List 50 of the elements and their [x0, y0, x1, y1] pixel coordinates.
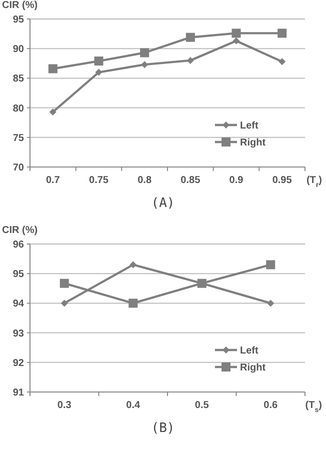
y-tick-label: 94: [12, 298, 24, 310]
point: [128, 298, 138, 308]
y-tick-label: 85: [12, 74, 24, 85]
y-tick-label: 90: [12, 44, 24, 56]
x-tick-label: 0.95: [272, 175, 292, 186]
point: [60, 278, 69, 288]
point: [267, 300, 274, 307]
x-tick-label: 0.75: [89, 175, 109, 186]
y-tick-label: 95: [12, 14, 24, 26]
point: [186, 56, 194, 64]
point: [60, 300, 68, 307]
y-tick-label: 91: [12, 388, 24, 398]
y-tick-label: 93: [12, 328, 24, 340]
y-tick-label: 70: [12, 162, 24, 174]
legend-label: Right: [240, 362, 266, 374]
y-tick-label: 95: [12, 269, 24, 280]
point: [94, 56, 104, 66]
x-axis-title: (T$_{r}$): [306, 175, 322, 188]
text: (B): [151, 421, 175, 436]
point: [232, 28, 241, 38]
point: [130, 261, 137, 268]
legend-label: Right: [240, 138, 266, 148]
point: [232, 37, 240, 44]
y-tick-label: 96: [12, 240, 24, 250]
point: [278, 58, 286, 66]
text: (A): [151, 196, 175, 211]
x-tick-label: 0.3: [57, 400, 72, 411]
point: [278, 28, 287, 38]
x-tick-label: 0.85: [180, 175, 201, 186]
x-tick-label: 0.6: [264, 400, 278, 411]
legend-label: Left: [240, 346, 259, 356]
point: [95, 68, 102, 76]
point: [141, 61, 148, 68]
x-tick-label: 0.8: [138, 175, 152, 186]
point: [186, 32, 195, 42]
point: [49, 108, 56, 116]
y-axis-title: CIR (%): [2, 0, 38, 11]
point: [140, 48, 150, 58]
y-tick-label: 92: [12, 358, 24, 369]
x-tick-label: 0.4: [126, 400, 141, 411]
legend-label: Left: [240, 120, 259, 132]
y-axis-title: CIR (%): [2, 225, 38, 236]
y-tick-label: 75: [12, 132, 24, 144]
x-tick-label: 0.7: [46, 175, 60, 186]
x-tick-label: 0.5: [194, 400, 210, 411]
y-tick-label: 80: [12, 103, 24, 114]
x-tick-label: 0.9: [229, 175, 244, 186]
x-axis-title: (T$_{s}$): [305, 400, 322, 414]
point: [48, 64, 58, 74]
point: [266, 260, 276, 270]
